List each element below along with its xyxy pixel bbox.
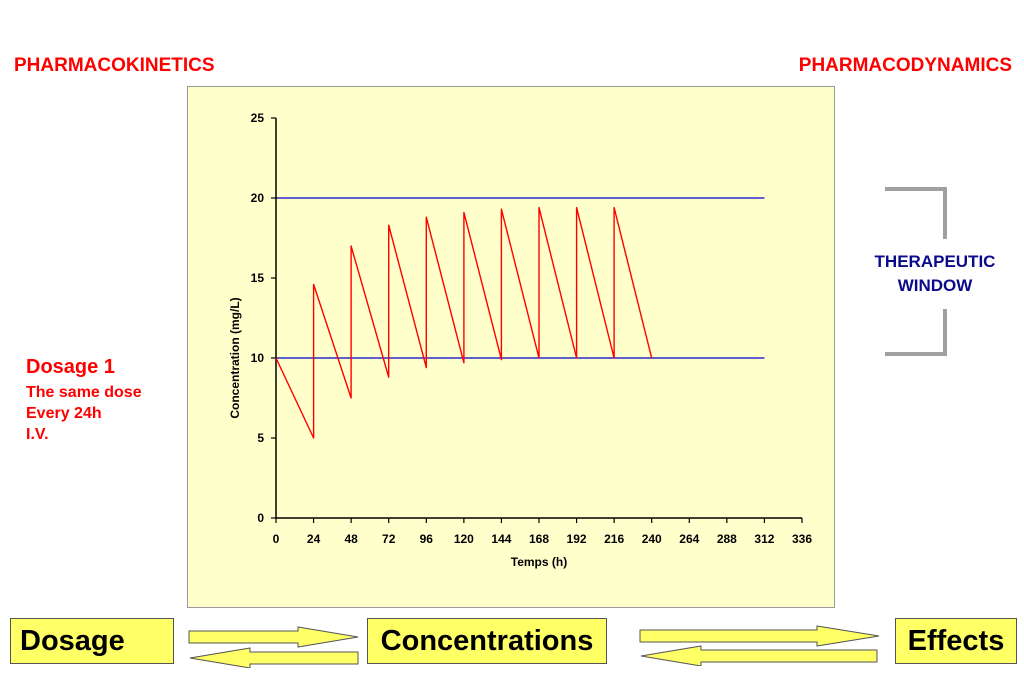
dosage-note-title: Dosage 1 — [26, 356, 115, 378]
y-axis-title: Concentration (mg/L) — [228, 297, 242, 418]
dosage-box: Dosage — [10, 618, 174, 664]
x-tick-label: 120 — [454, 532, 474, 546]
x-tick-label: 24 — [307, 532, 321, 546]
dosage-note-line: The same dose — [26, 384, 142, 401]
dosage-note-line: Every 24h — [26, 405, 102, 422]
x-tick-label: 216 — [604, 532, 624, 546]
dosage-concentrations-arrows — [188, 626, 359, 668]
therapeutic-window-bracket — [885, 187, 947, 356]
x-tick-label: 288 — [717, 532, 737, 546]
x-tick-label: 192 — [567, 532, 587, 546]
pharmacokinetics-heading: PHARMACOKINETICS — [14, 55, 215, 76]
therapeutic-window-label: THERAPEUTIC WINDOW — [850, 250, 1020, 298]
x-tick-label: 96 — [420, 532, 434, 546]
y-tick-label: 5 — [257, 431, 264, 445]
y-tick-label: 25 — [251, 111, 265, 125]
x-axis-title: Temps (h) — [511, 555, 567, 569]
dosage-note-line: I.V. — [26, 426, 49, 443]
concentrations-box: Concentrations — [367, 618, 607, 664]
x-tick-label: 240 — [642, 532, 662, 546]
concentrations-effects-arrows — [639, 625, 880, 666]
x-tick-label: 312 — [754, 532, 774, 546]
y-tick-label: 15 — [251, 271, 265, 285]
x-tick-label: 144 — [491, 532, 511, 546]
y-tick-label: 20 — [251, 191, 265, 205]
therapeutic-window-line: WINDOW — [897, 276, 973, 295]
concentration-chart: 0 5 10 15 20 25 0 24 48 72 96 120 144 168 192 216 240 264… — [187, 86, 835, 608]
x-tick-label: 264 — [679, 532, 699, 546]
pharmacodynamics-heading: PHARMACODYNAMICS — [798, 55, 1012, 76]
concentration-series-line — [275, 206, 653, 439]
effects-box: Effects — [895, 618, 1017, 664]
y-tick-label: 0 — [257, 511, 264, 525]
x-tick-label: 336 — [792, 532, 812, 546]
dosage-note: Dosage 1 The same dose Every 24h I.V. — [26, 356, 142, 445]
therapeutic-window-line: THERAPEUTIC — [874, 252, 996, 271]
x-tick-label: 48 — [344, 532, 358, 546]
x-tick-label: 0 — [273, 532, 280, 546]
x-tick-label: 168 — [529, 532, 549, 546]
x-tick-label: 72 — [382, 532, 396, 546]
y-tick-label: 10 — [251, 351, 265, 365]
